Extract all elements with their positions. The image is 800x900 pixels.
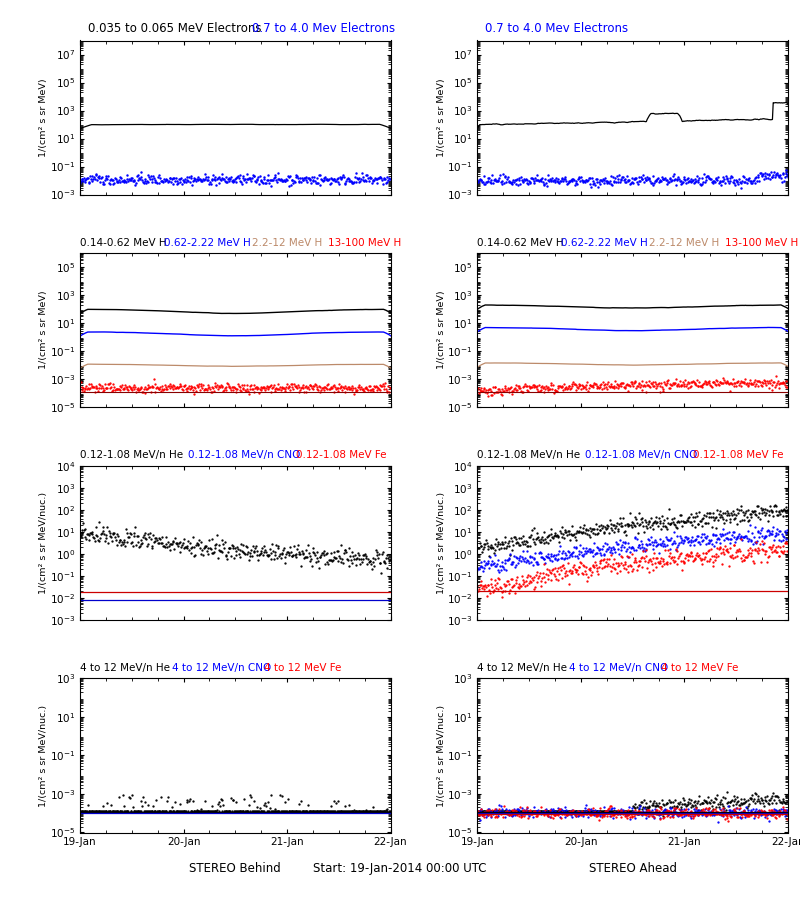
Y-axis label: 1/(cm² s sr MeV/nuc.): 1/(cm² s sr MeV/nuc.) — [437, 705, 446, 806]
Text: 4 to 12 MeV/n He: 4 to 12 MeV/n He — [80, 663, 170, 673]
Text: 0.12-1.08 MeV Fe: 0.12-1.08 MeV Fe — [694, 450, 784, 461]
Text: 0.62-2.22 MeV H: 0.62-2.22 MeV H — [562, 238, 648, 248]
Text: STEREO Ahead: STEREO Ahead — [589, 862, 677, 875]
Text: 13-100 MeV H: 13-100 MeV H — [726, 238, 798, 248]
Text: 4 to 12 MeV/n CNO: 4 to 12 MeV/n CNO — [570, 663, 669, 673]
Text: 0.035 to 0.065 MeV Electrons: 0.035 to 0.065 MeV Electrons — [88, 22, 262, 35]
Text: 0.7 to 4.0 Mev Electrons: 0.7 to 4.0 Mev Electrons — [486, 22, 629, 35]
Text: 0.12-1.08 MeV/n He: 0.12-1.08 MeV/n He — [80, 450, 183, 461]
Text: 0.12-1.08 MeV/n He: 0.12-1.08 MeV/n He — [478, 450, 581, 461]
Text: 0.14-0.62 MeV H: 0.14-0.62 MeV H — [478, 238, 564, 248]
Y-axis label: 1/(cm² s sr MeV): 1/(cm² s sr MeV) — [437, 78, 446, 157]
Text: 4 to 12 MeV/n CNO: 4 to 12 MeV/n CNO — [172, 663, 271, 673]
Text: 0.14-0.62 MeV H: 0.14-0.62 MeV H — [80, 238, 166, 248]
Text: 0.12-1.08 MeV Fe: 0.12-1.08 MeV Fe — [296, 450, 386, 461]
Text: 2.2-12 MeV H: 2.2-12 MeV H — [650, 238, 720, 248]
Text: 0.12-1.08 MeV/n CNO: 0.12-1.08 MeV/n CNO — [586, 450, 698, 461]
Y-axis label: 1/(cm² s sr MeV): 1/(cm² s sr MeV) — [39, 78, 48, 157]
Text: 4 to 12 MeV Fe: 4 to 12 MeV Fe — [264, 663, 342, 673]
Text: 4 to 12 MeV Fe: 4 to 12 MeV Fe — [662, 663, 739, 673]
Y-axis label: 1/(cm² s sr MeV/nuc.): 1/(cm² s sr MeV/nuc.) — [39, 491, 48, 594]
Text: 0.7 to 4.0 Mev Electrons: 0.7 to 4.0 Mev Electrons — [252, 22, 395, 35]
Text: 0.12-1.08 MeV/n CNO: 0.12-1.08 MeV/n CNO — [188, 450, 300, 461]
Y-axis label: 1/(cm² s sr MeV/nuc.): 1/(cm² s sr MeV/nuc.) — [39, 705, 48, 806]
Y-axis label: 1/(cm² s sr MeV): 1/(cm² s sr MeV) — [437, 291, 446, 370]
Text: 2.2-12 MeV H: 2.2-12 MeV H — [252, 238, 322, 248]
Text: 13-100 MeV H: 13-100 MeV H — [328, 238, 402, 248]
Text: Start: 19-Jan-2014 00:00 UTC: Start: 19-Jan-2014 00:00 UTC — [314, 862, 486, 875]
Text: 4 to 12 MeV/n He: 4 to 12 MeV/n He — [478, 663, 567, 673]
Text: 0.62-2.22 MeV H: 0.62-2.22 MeV H — [164, 238, 250, 248]
Text: STEREO Behind: STEREO Behind — [190, 862, 281, 875]
Y-axis label: 1/(cm² s sr MeV/nuc.): 1/(cm² s sr MeV/nuc.) — [437, 491, 446, 594]
Y-axis label: 1/(cm² s sr MeV): 1/(cm² s sr MeV) — [39, 291, 48, 370]
